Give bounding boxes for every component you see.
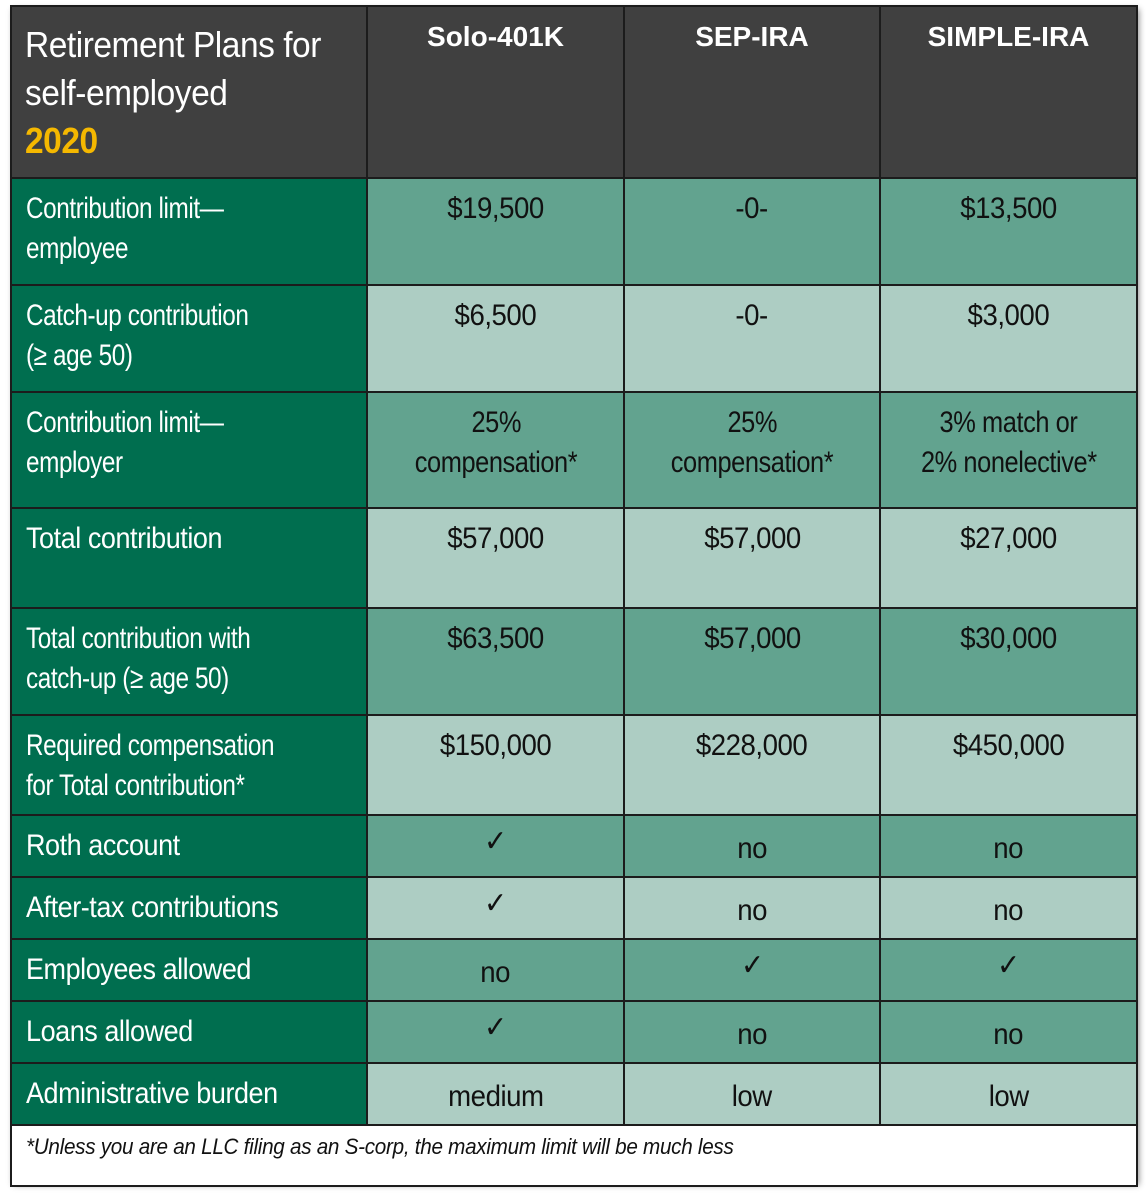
checkmark-icon: ✓ [366,1000,625,1064]
table-row: Total contribution $57,000 $57,000 $27,0… [10,507,1138,609]
row-label: Contribution limit— employer [10,391,368,509]
table-cell: no [623,814,881,878]
table-cell: $57,000 [366,507,625,609]
row-label: Loans allowed [10,1000,368,1064]
table-cell: $30,000 [879,607,1138,716]
table-cell: $57,000 [623,507,881,609]
table-cell: no [366,938,625,1002]
row-label: Employees allowed [10,938,368,1002]
table-title-cell: Retirement Plans for self-employed 2020 [10,5,368,179]
table-cell: $27,000 [879,507,1138,609]
checkmark-icon: ✓ [879,938,1138,1002]
table-cell: $13,500 [879,177,1138,286]
table-cell: low [623,1062,881,1126]
plan-header-solo-401k: Solo-401K [427,21,564,52]
row-label: Administrative burden [10,1062,368,1126]
table-row: Contribution limit— employer 25% compensat… [10,391,1138,509]
table-cell: $450,000 [879,714,1138,816]
checkmark-icon: ✓ [623,938,881,1002]
row-label: Roth account [10,814,368,878]
table-row: Employees allowed no ✓ ✓ [10,938,1138,1002]
row-label: Catch-up contribution (≥ age 50) [10,284,368,393]
table-cell: $150,000 [366,714,625,816]
plan-header-sep-ira: SEP-IRA [695,21,809,52]
checkmark-icon: ✓ [366,814,625,878]
row-label: Required compensation for Total contribut… [10,714,368,816]
table-cell: 25% compensation* [623,391,881,509]
table-title: Retirement Plans for self-employed 2020 [12,7,341,165]
table-cell: 25% compensation* [366,391,625,509]
table-cell: $63,500 [366,607,625,716]
table-cell: no [623,1000,881,1064]
retirement-plans-table: Retirement Plans for self-employed 2020 … [10,5,1138,1187]
table-cell: no [879,876,1138,940]
table-cell: low [879,1062,1138,1126]
table-row: Administrative burden medium low low [10,1062,1138,1126]
table-cell: no [879,1000,1138,1064]
retirement-plans-table-card: Retirement Plans for self-employed 2020 … [10,5,1138,1187]
table-cell: $57,000 [623,607,881,716]
table-row: Catch-up contribution (≥ age 50) $6,500 -… [10,284,1138,393]
table-cell: $6,500 [366,284,625,393]
table-cell: $19,500 [366,177,625,286]
table-row: After-tax contributions ✓ no no [10,876,1138,940]
table-row: Required compensation for Total contribut… [10,714,1138,816]
table-row: Loans allowed ✓ no no [10,1000,1138,1064]
title-year: 2020 [25,120,98,161]
row-label: Total contribution with catch-up (≥ age 5… [10,607,368,716]
table-cell: medium [366,1062,625,1126]
table-cell: $228,000 [623,714,881,816]
row-label: Total contribution [10,507,368,609]
table-cell: no [623,876,881,940]
table-cell: -0- [623,284,881,393]
table-row: Roth account ✓ no no [10,814,1138,878]
row-label: After-tax contributions [10,876,368,940]
checkmark-icon: ✓ [366,876,625,940]
plan-header-simple-ira: SIMPLE-IRA [927,21,1090,52]
table-header-row: Retirement Plans for self-employed 2020 … [10,5,1138,179]
table-cell: no [879,814,1138,878]
row-label: Contribution limit— employee [10,177,368,286]
footnote-row: *Unless you are an LLC filing as an S-co… [10,1124,1138,1187]
table-cell: -0- [623,177,881,286]
table-row: Contribution limit— employee $19,500 -0- … [10,177,1138,286]
footnote: *Unless you are an LLC filing as an S-co… [10,1124,1138,1187]
table-cell: $3,000 [879,284,1138,393]
table-row: Total contribution with catch-up (≥ age 5… [10,607,1138,716]
table-cell: 3% match or 2% nonelective* [879,391,1138,509]
